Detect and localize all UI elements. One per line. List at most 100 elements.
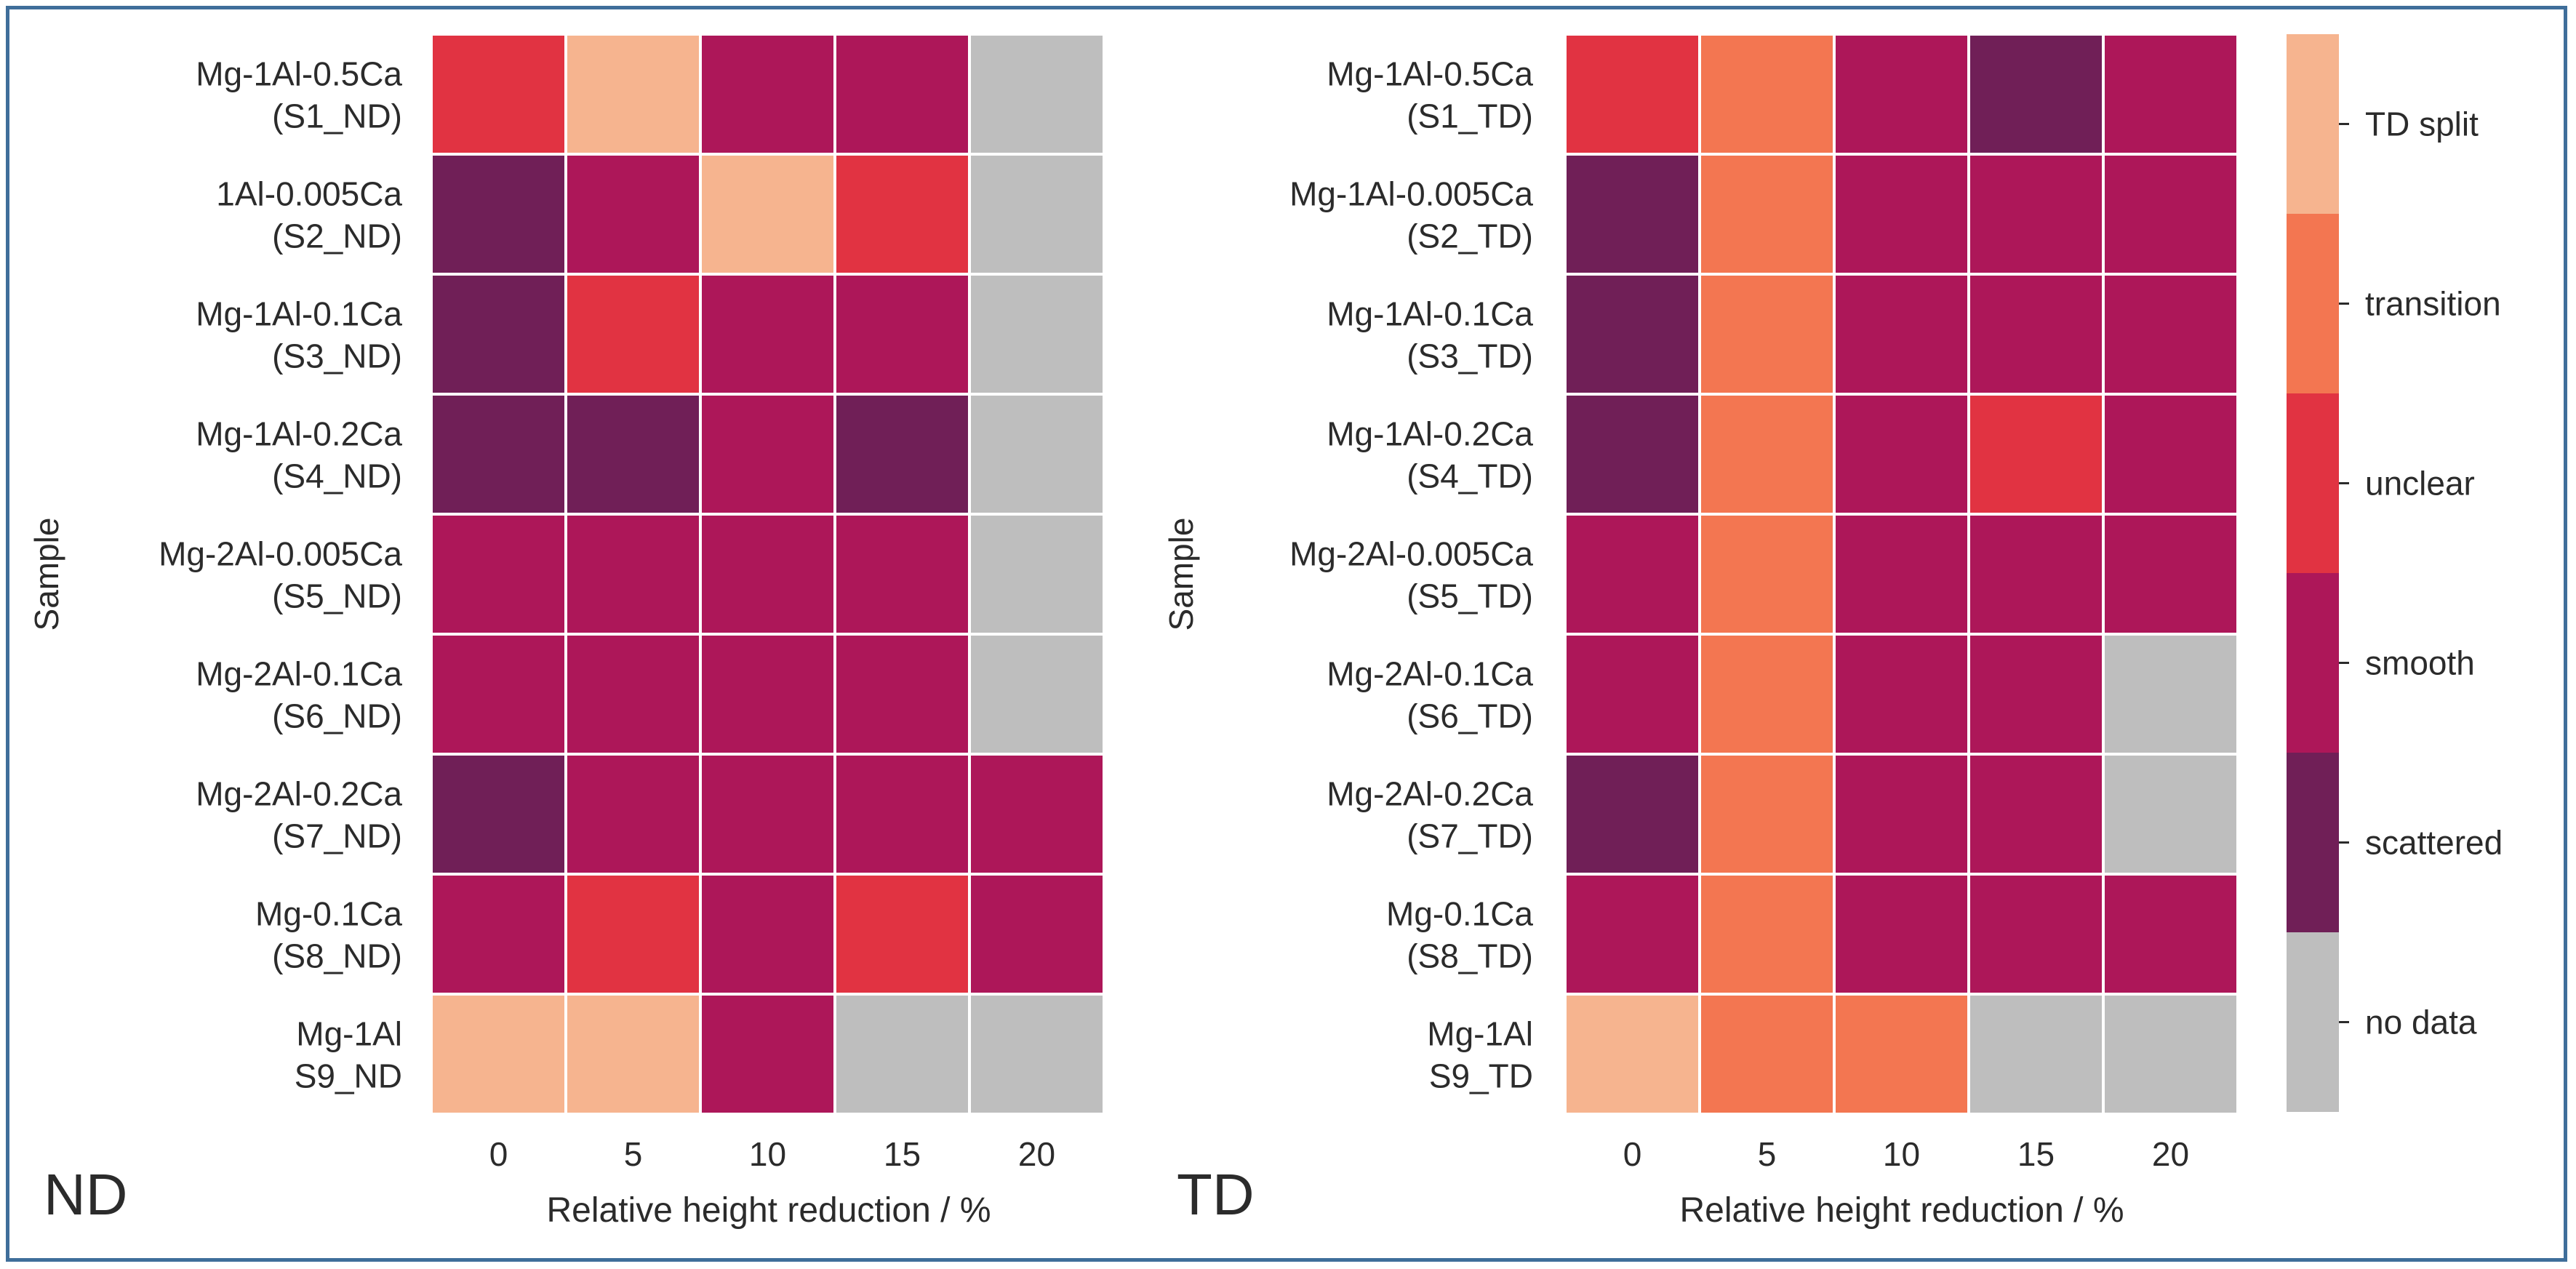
legend-swatch-TD-split: [2287, 34, 2339, 214]
nd-cell-r7-c3: [699, 753, 836, 876]
legend-swatch-unclear: [2287, 393, 2339, 573]
td-cell-r7-c5: [2102, 753, 2239, 876]
nd-cell-r2-c4: [833, 153, 971, 276]
td-cell-r5-c3: [1833, 513, 1970, 636]
td-cell-r7-c3: [1833, 753, 1970, 876]
nd-cell-r6-c2: [564, 633, 702, 756]
td-cell-r3-c3: [1833, 273, 1970, 396]
nd-row-label-line2: (S2_ND): [272, 217, 402, 255]
legend-label-no-data: no data: [2365, 1004, 2477, 1041]
nd-row-label-line1: Mg-1Al-0.1Ca: [196, 295, 402, 333]
td-x-axis-label: Relative height reduction / %: [1679, 1191, 2124, 1230]
td-cell-r4-c4: [1967, 393, 2105, 516]
nd-y-axis-label: Sample: [28, 518, 65, 631]
legend-swatch-scattered: [2287, 753, 2339, 932]
nd-cell-r6-c1: [430, 633, 567, 756]
td-cell-r9-c2: [1698, 993, 1836, 1116]
nd-cell-r9-c2: [564, 993, 702, 1116]
td-cell-r2-c1: [1564, 153, 1701, 276]
nd-cell-r4-c5: [968, 393, 1105, 516]
td-row-label-line1: Mg-1Al: [1427, 1015, 1533, 1053]
td-y-axis-label: Sample: [1162, 518, 1200, 631]
td-row-label-line1: Mg-1Al-0.5Ca: [1327, 55, 1533, 93]
nd-cell-r8-c5: [968, 873, 1105, 996]
td-cell-r9-c5: [2102, 993, 2239, 1116]
legend-label-smooth: smooth: [2365, 644, 2475, 682]
td-x-tick-label: 10: [1883, 1135, 1920, 1173]
nd-cell-r4-c2: [564, 393, 702, 516]
nd-cell-r5-c3: [699, 513, 836, 636]
legend-swatch-smooth: [2287, 573, 2339, 753]
nd-row-label-line2: (S3_ND): [272, 337, 402, 375]
td-row-label-line2: (S5_TD): [1407, 577, 1533, 615]
nd-x-axis-label: Relative height reduction / %: [546, 1191, 991, 1230]
nd-cell-r5-c4: [833, 513, 971, 636]
nd-cell-r6-c5: [968, 633, 1105, 756]
nd-cell-r9-c1: [430, 993, 567, 1116]
nd-x-tick-label: 20: [1018, 1135, 1055, 1173]
td-row-label-line1: Mg-2Al-0.1Ca: [1327, 655, 1533, 693]
nd-cell-r3-c4: [833, 273, 971, 396]
td-cell-r7-c4: [1967, 753, 2105, 876]
nd-cell-r2-c3: [699, 153, 836, 276]
nd-cell-r6-c3: [699, 633, 836, 756]
nd-cell-r2-c2: [564, 153, 702, 276]
td-cell-r6-c1: [1564, 633, 1701, 756]
nd-x-tick-label: 0: [489, 1135, 508, 1173]
td-cell-r4-c5: [2102, 393, 2239, 516]
nd-cell-r3-c5: [968, 273, 1105, 396]
td-row-label-line2: S9_TD: [1429, 1057, 1533, 1095]
td-panel-label: TD: [1177, 1162, 1255, 1227]
nd-cell-r9-c3: [699, 993, 836, 1116]
nd-cell-r1-c3: [699, 33, 836, 156]
nd-cell-r1-c1: [430, 33, 567, 156]
td-cell-r8-c1: [1564, 873, 1701, 996]
nd-row-label-line1: Mg-1Al: [296, 1015, 402, 1053]
nd-cell-r5-c2: [564, 513, 702, 636]
nd-cell-r1-c2: [564, 33, 702, 156]
td-row-label-line1: Mg-1Al-0.005Ca: [1289, 175, 1533, 213]
nd-x-tick-label: 5: [624, 1135, 643, 1173]
td-row-label-line2: (S8_TD): [1407, 937, 1533, 975]
td-cell-r1-c4: [1967, 33, 2105, 156]
nd-row-label-line1: Mg-0.1Ca: [255, 895, 402, 933]
td-cell-r3-c2: [1698, 273, 1836, 396]
td-cell-r8-c4: [1967, 873, 2105, 996]
nd-cell-r2-c1: [430, 153, 567, 276]
td-cell-r2-c2: [1698, 153, 1836, 276]
legend-label-unclear: unclear: [2365, 465, 2475, 503]
td-row-label-line2: (S7_TD): [1407, 817, 1533, 855]
td-row-label-line1: Mg-2Al-0.005Ca: [1289, 535, 1533, 573]
nd-cell-r5-c5: [968, 513, 1105, 636]
nd-cell-r8-c4: [833, 873, 971, 996]
nd-row-label-line1: Mg-2Al-0.2Ca: [196, 775, 402, 813]
td-row-label-line2: (S4_TD): [1407, 457, 1533, 495]
nd-row-label-line2: S9_ND: [295, 1057, 402, 1095]
td-cell-r8-c2: [1698, 873, 1836, 996]
nd-cell-r8-c1: [430, 873, 567, 996]
td-cell-r3-c4: [1967, 273, 2105, 396]
nd-row-label-line1: Mg-2Al-0.1Ca: [196, 655, 402, 693]
td-cell-r2-c3: [1833, 153, 1970, 276]
nd-x-tick-label: 15: [884, 1135, 921, 1173]
td-heatmap-panel: Mg-1Al-0.5Ca (S1_TD) Mg-1Al-0.005Ca (S2_TD)…: [1162, 33, 2239, 1230]
legend-label-transition: transition: [2365, 285, 2501, 323]
td-cell-r4-c1: [1564, 393, 1701, 516]
td-cell-r6-c3: [1833, 633, 1970, 756]
td-cell-r1-c1: [1564, 33, 1701, 156]
nd-row-label-line2: (S1_ND): [272, 97, 402, 135]
td-cell-r5-c2: [1698, 513, 1836, 636]
td-cell-r5-c5: [2102, 513, 2239, 636]
legend-label-TD-split: TD split: [2365, 105, 2479, 143]
nd-row-label-line2: (S6_ND): [272, 697, 402, 735]
nd-heatmap-panel: Mg-1Al-0.5Ca (S1_ND) 1Al-0.005Ca (S2_ND) Mg-…: [28, 33, 1105, 1230]
td-row-label-line2: (S6_TD): [1407, 697, 1533, 735]
nd-cell-r4-c4: [833, 393, 971, 516]
colorbar-legend: TD split transition unclear smooth scattered…: [2287, 34, 2503, 1112]
nd-panel-label: ND: [44, 1162, 128, 1227]
td-cell-r4-c3: [1833, 393, 1970, 516]
legend-swatch-no-data: [2287, 932, 2339, 1112]
nd-row-label-line2: (S8_ND): [272, 937, 402, 975]
td-cell-r3-c1: [1564, 273, 1701, 396]
